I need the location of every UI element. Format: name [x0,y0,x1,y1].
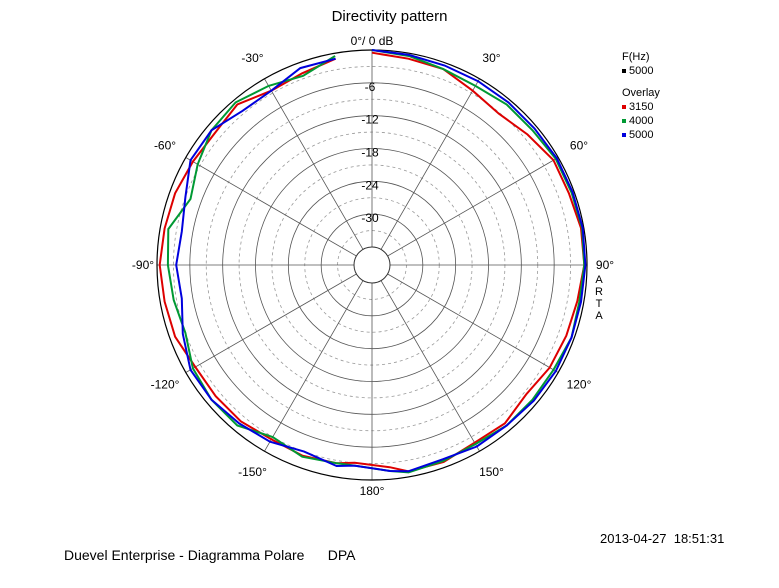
angle-tick-label: 30° [482,51,500,65]
side-text-letter: R [595,286,603,298]
legend: F(Hz) 5000 Overlay 3150 4000 5000 [622,50,660,142]
legend-header: F(Hz) [622,51,650,63]
legend-item-label: 3150 [629,101,654,113]
legend-main-swatch [622,69,626,73]
grid-spoke [264,280,364,452]
angle-tick-label: -60° [154,139,176,153]
grid-spoke [380,78,480,250]
legend-main-item: 5000 [622,64,660,78]
legend-item-label: 5000 [629,129,654,141]
angle-tick-label: 180° [360,484,385,498]
radial-tick-label: -24 [361,178,379,192]
legend-swatch [622,105,626,109]
side-text-letter: A [595,310,603,322]
legend-item-label: 4000 [629,115,654,127]
legend-swatch [622,119,626,123]
angle-tick-label: -150° [238,465,267,479]
legend-overlay-header: Overlay [622,87,660,99]
footer-left-text: Duevel Enterprise - Diagramma Polare DPA [64,547,356,563]
angle-tick-label: -90° [132,258,154,272]
footer-timestamp: 2013-04-27 18:51:31 [600,531,725,546]
legend-item: 5000 [622,128,660,142]
legend-swatch [622,133,626,137]
angle-tick-label: 60° [570,139,588,153]
angle-tick-label: 120° [567,378,592,392]
legend-main-label: 5000 [629,65,654,77]
radial-tick-label: -18 [361,146,379,160]
center-circle [353,246,391,284]
chart-title: Directivity pattern [331,8,448,25]
side-text-letter: T [595,298,603,310]
grid-spoke [387,157,559,257]
grid-spoke [264,78,364,250]
grid-spoke [185,157,357,257]
radial-tick-label: -30 [361,211,379,225]
grid-spoke [185,273,357,373]
angle-tick-label: -120° [151,378,180,392]
grid-spoke [380,280,480,452]
legend-item: 4000 [622,114,660,128]
legend-item: 3150 [622,100,660,114]
angle-tick-label: -30° [241,51,263,65]
angle-tick-label: 150° [479,465,504,479]
side-text-letter: A [595,274,603,286]
series-line-3150 [158,51,586,473]
radial-tick-label: -12 [361,113,379,127]
series-line-5000 [175,49,587,473]
angle-tick-label: 90° [596,258,614,272]
radial-tick-label: -6 [365,80,376,94]
radial-top-label: 0°/ 0 dB [351,34,394,48]
grid-spoke [387,273,559,373]
